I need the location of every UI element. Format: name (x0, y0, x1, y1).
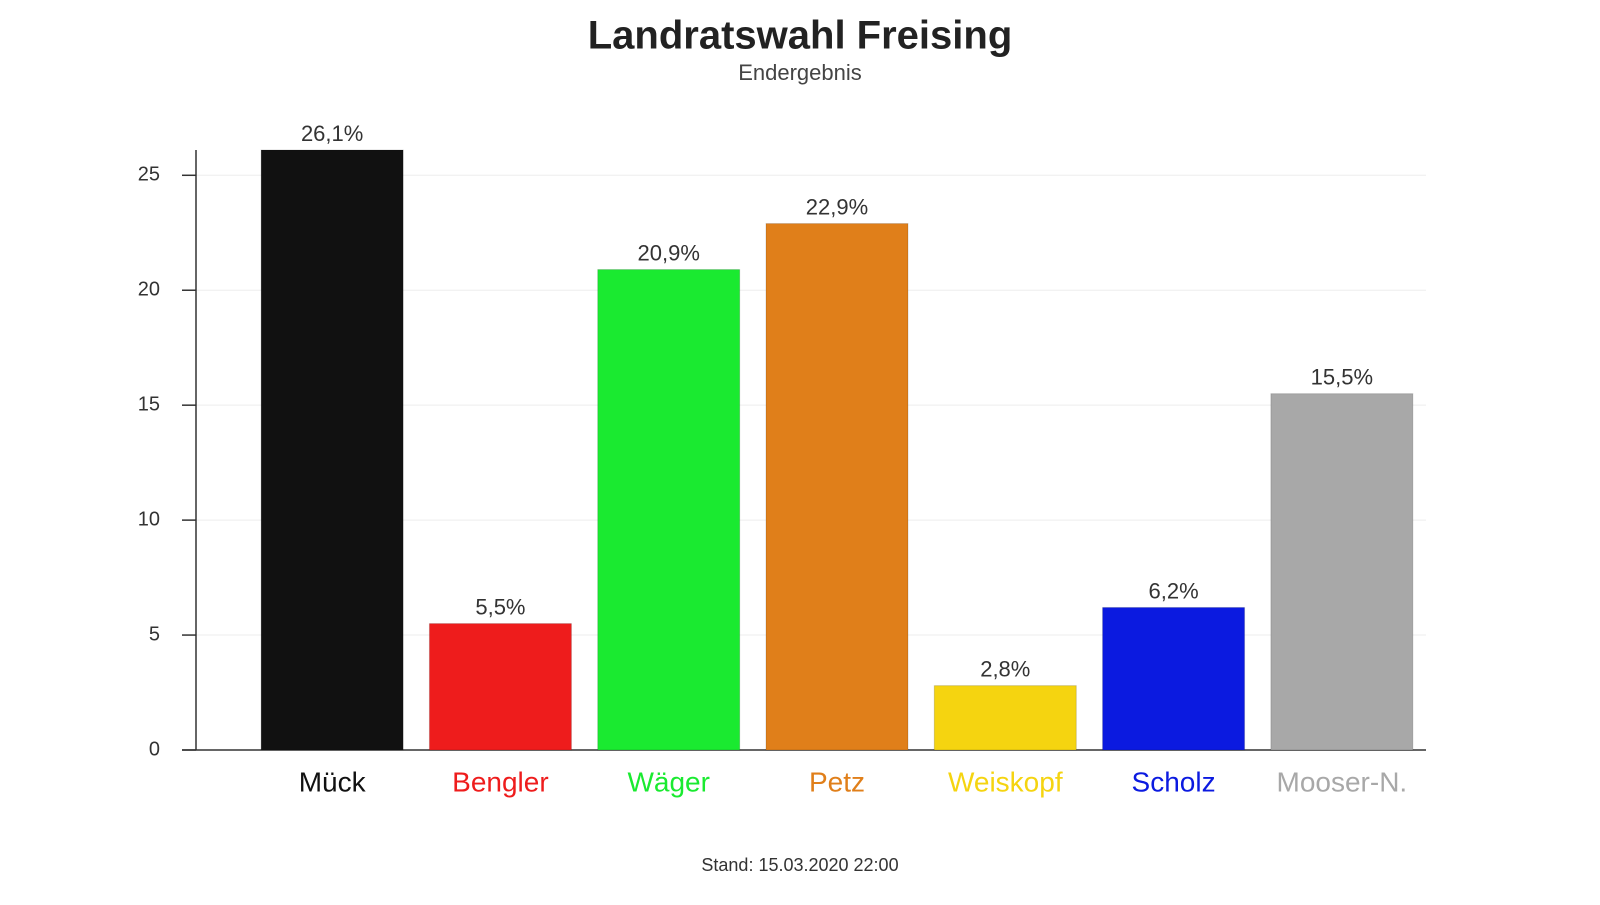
chart-subtitle: Endergebnis (738, 60, 862, 85)
x-tick-label: Petz (809, 766, 865, 797)
x-tick-label: Mück (299, 766, 367, 797)
bar (1102, 606, 1246, 751)
y-tick-label: 25 (138, 164, 160, 186)
value-label: 2,8% (980, 656, 1030, 681)
value-label: 5,5% (475, 594, 525, 619)
chart-title: Landratswahl Freising (588, 14, 1013, 58)
y-tick-label: 5 (149, 623, 160, 645)
bar (1270, 393, 1414, 751)
x-tick-label: Wäger (627, 766, 709, 797)
value-label: 6,2% (1148, 578, 1198, 603)
footnote: Stand: 15.03.2020 22:00 (701, 855, 898, 875)
value-label: 22,9% (806, 194, 868, 219)
value-label: 26,1% (301, 121, 363, 146)
y-tick-label: 10 (138, 508, 160, 530)
bar (428, 623, 572, 751)
x-tick-label: Mooser-N. (1277, 766, 1408, 797)
value-label: 15,5% (1311, 364, 1373, 389)
bar (765, 223, 909, 751)
value-label: 20,9% (638, 240, 700, 265)
y-tick-label: 20 (138, 279, 160, 301)
y-tick-label: 15 (138, 393, 160, 415)
x-tick-label: Scholz (1132, 766, 1216, 797)
bar (933, 685, 1077, 751)
y-tick-label: 0 (149, 738, 160, 760)
bar (597, 269, 741, 751)
bar (260, 149, 404, 751)
x-tick-label: Weiskopf (948, 766, 1063, 797)
x-tick-label: Bengler (452, 766, 549, 797)
